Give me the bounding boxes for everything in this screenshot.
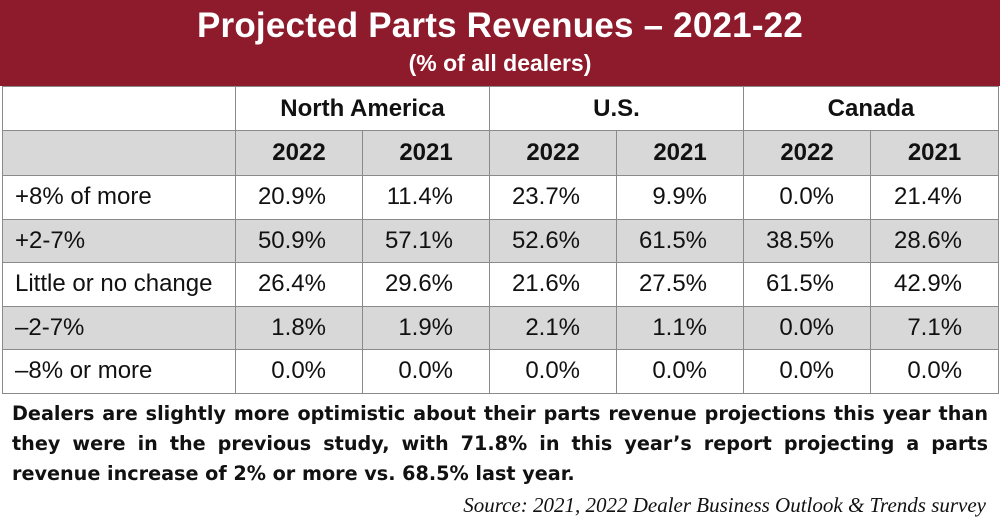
table-row: +8% of more 20.9% 11.4% 23.7% 9.9% 0.0% … — [2, 175, 1000, 220]
table-cell: 57.1% — [361, 218, 491, 263]
year-header: 2022 — [235, 130, 363, 176]
year-header: 2022 — [489, 130, 618, 176]
region-header-row: North America U.S. Canada — [2, 86, 1000, 131]
year-header-row: 2022 2021 2022 2021 2022 2021 — [2, 130, 1000, 176]
region-header: U.S. — [489, 86, 745, 131]
table-cell: 26.4% — [235, 262, 363, 307]
table-cell: 38.5% — [743, 218, 872, 263]
table-cell: 0.0% — [743, 305, 872, 350]
year-header: 2021 — [870, 130, 1000, 176]
corner-cell — [2, 130, 236, 176]
table-cell: 0.0% — [489, 349, 618, 394]
table-cell: 42.9% — [870, 262, 1000, 307]
table-cell: 21.6% — [489, 262, 618, 307]
table-cell: 0.0% — [743, 349, 872, 394]
table-cell: 7.1% — [870, 305, 1000, 350]
table-cell: 1.1% — [616, 305, 745, 350]
table-cell: 0.0% — [235, 349, 363, 394]
table-cell: 52.6% — [489, 218, 618, 263]
table-cell: 0.0% — [870, 349, 1000, 394]
title-banner: Projected Parts Revenues – 2021-22 (% of… — [0, 0, 1000, 86]
table-cell: 28.6% — [870, 218, 1000, 263]
table-cell: 2.1% — [489, 305, 618, 350]
chart-subtitle: (% of all dealers) — [408, 50, 592, 76]
table-cell: 1.8% — [235, 305, 363, 350]
table-cell: 1.9% — [361, 305, 491, 350]
table-row: –2-7% 1.8% 1.9% 2.1% 1.1% 0.0% 7.1% — [2, 305, 1000, 350]
table-cell: 23.7% — [489, 175, 618, 220]
caption-text: Dealers are slightly more optimistic abo… — [12, 402, 988, 485]
year-header: 2021 — [361, 130, 491, 176]
table-cell: 9.9% — [616, 175, 745, 220]
table-cell: 50.9% — [235, 218, 363, 263]
table-cell: 0.0% — [616, 349, 745, 394]
year-header: 2021 — [616, 130, 745, 176]
table-cell: 61.5% — [743, 262, 872, 307]
row-label: –2-7% — [2, 305, 236, 350]
table-row: Little or no change 26.4% 29.6% 21.6% 27… — [2, 262, 1000, 307]
year-header: 2022 — [743, 130, 872, 176]
row-label: –8% or more — [2, 349, 236, 394]
row-label: Little or no change — [2, 262, 236, 307]
table-cell: 29.6% — [361, 262, 491, 307]
table-cell: 27.5% — [616, 262, 745, 307]
corner-cell — [2, 86, 236, 131]
table-row: +2-7% 50.9% 57.1% 52.6% 61.5% 38.5% 28.6… — [2, 218, 1000, 263]
table-cell: 0.0% — [743, 175, 872, 220]
chart-title: Projected Parts Revenues – 2021-22 — [196, 6, 804, 45]
revenue-table: North America U.S. Canada 2022 2021 2022… — [2, 86, 1000, 394]
table-cell: 11.4% — [361, 175, 491, 220]
table-cell: 21.4% — [870, 175, 1000, 220]
table-cell: 61.5% — [616, 218, 745, 263]
table-row: –8% or more 0.0% 0.0% 0.0% 0.0% 0.0% 0.0… — [2, 349, 1000, 394]
table-cell: 0.0% — [361, 349, 491, 394]
table-cell: 20.9% — [235, 175, 363, 220]
region-header: North America — [234, 86, 491, 131]
region-header: Canada — [743, 86, 1000, 131]
source-note: Source: 2021, 2022 Dealer Business Outlo… — [463, 493, 986, 517]
row-label: +2-7% — [2, 218, 236, 263]
row-label: +8% of more — [2, 175, 236, 220]
